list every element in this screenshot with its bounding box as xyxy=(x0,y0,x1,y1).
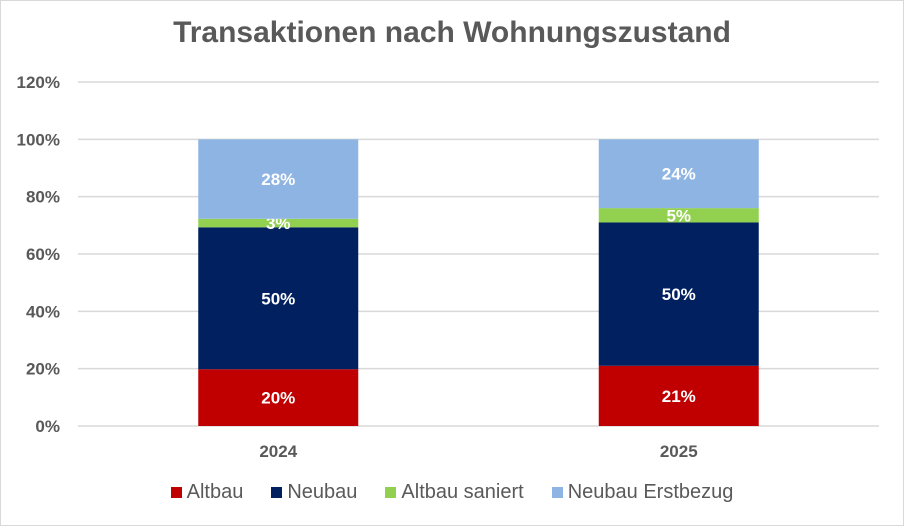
legend: Altbau Neubau Altbau saniert Neubau Erstbez… xyxy=(0,481,904,504)
y-tick-label: 100% xyxy=(17,130,60,149)
chart-title: Transaktionen nach Wohnungszustand xyxy=(173,16,731,49)
y-tick-label: 80% xyxy=(26,188,60,207)
data-label: 50% xyxy=(261,289,295,308)
legend-swatch xyxy=(170,487,182,498)
data-label: 20% xyxy=(261,389,295,408)
bar-segment-neubau-erstbezug xyxy=(198,139,359,219)
legend-label: Neubau Erstbezug xyxy=(567,481,734,503)
bar-segment-altbau xyxy=(598,365,759,426)
y-tick-label: 120% xyxy=(17,73,60,92)
y-tick-label: 60% xyxy=(26,245,60,264)
legend-swatch xyxy=(271,487,283,498)
legend-label: Altbau saniert xyxy=(401,481,524,503)
bar-segment-neubau xyxy=(198,227,359,370)
gridlines xyxy=(78,81,879,427)
data-label: 24% xyxy=(662,165,696,184)
legend-item: Altbau saniert xyxy=(385,481,524,504)
y-tick-label: 20% xyxy=(26,360,60,379)
x-axis-ticks: 2024 2025 xyxy=(259,442,697,461)
y-tick-label: 40% xyxy=(26,302,60,321)
data-label: 5% xyxy=(666,206,691,225)
bars: 20% 50% 3% 28% 21% 50% 5% 24% xyxy=(198,139,759,426)
data-label: 28% xyxy=(261,170,295,189)
x-tick-label: 2024 xyxy=(259,442,297,461)
y-axis-ticks: 0% 20% 40% 60% 80% 100% 120% xyxy=(17,73,60,436)
x-tick-label: 2025 xyxy=(660,442,698,461)
legend-swatch xyxy=(385,487,397,498)
data-label: 21% xyxy=(662,387,696,406)
bar-segment-altbau xyxy=(198,369,359,426)
bar-segment-altbau-saniert xyxy=(598,208,759,223)
legend-label: Neubau xyxy=(287,481,358,503)
bar-segment-neubau-erstbezug xyxy=(598,139,759,209)
legend-swatch xyxy=(551,487,563,498)
y-tick-label: 0% xyxy=(35,417,60,436)
legend-item: Altbau xyxy=(170,481,244,504)
data-label: 3% xyxy=(266,214,291,233)
legend-item: Neubau xyxy=(271,481,357,504)
data-label: 50% xyxy=(662,285,696,304)
bar-segment-altbau-saniert xyxy=(198,218,359,228)
legend-label: Altbau xyxy=(186,481,244,503)
bar-segment-neubau xyxy=(598,222,759,366)
legend-item: Neubau Erstbezug xyxy=(551,481,734,504)
